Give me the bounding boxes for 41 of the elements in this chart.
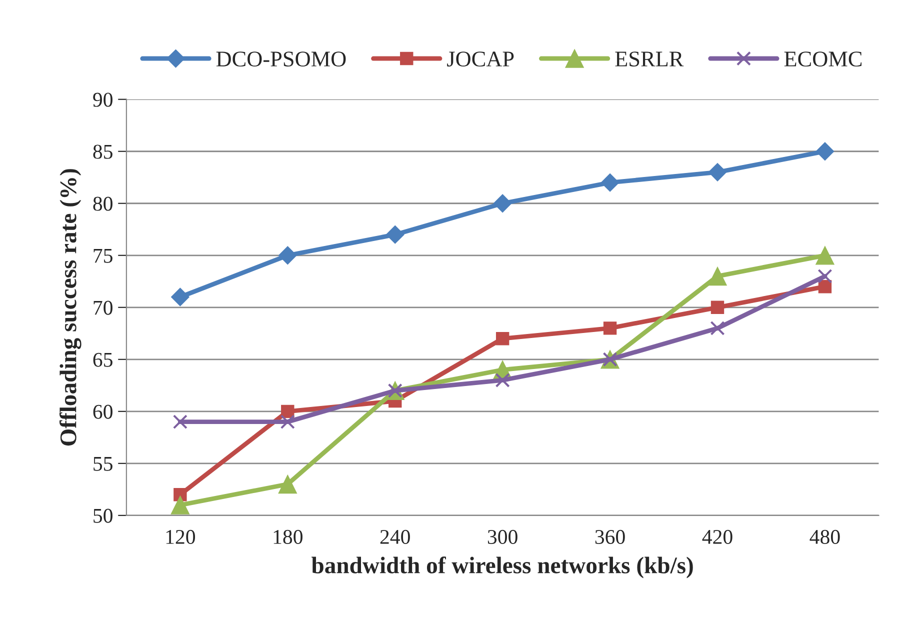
point <box>493 194 512 213</box>
x-axis-title: bandwidth of wireless networks (kb/s) <box>312 556 693 578</box>
legend-label: JOCAP <box>447 52 514 67</box>
point <box>386 225 404 244</box>
y-tick-label: 90 <box>93 92 112 107</box>
legend-label: DCO-PSOMO <box>216 52 346 67</box>
x-tick-label: 120 <box>166 530 196 544</box>
x-tick-label: 300 <box>488 530 518 544</box>
y-tick-label: 55 <box>94 457 112 471</box>
point <box>818 268 832 284</box>
point <box>170 288 190 306</box>
point <box>496 332 510 346</box>
x-tick-label: 480 <box>810 530 840 544</box>
point <box>172 414 188 430</box>
point <box>603 322 617 335</box>
point <box>816 142 834 161</box>
x-tick-label: 240 <box>380 530 410 544</box>
x-tick-label: 360 <box>595 530 625 544</box>
point <box>710 320 725 336</box>
x-tick-label: 180 <box>274 530 302 544</box>
point <box>600 173 620 192</box>
y-tick-label: 65 <box>93 352 112 367</box>
x-tick-label: 420 <box>702 530 732 544</box>
y-tick-label: 75 <box>94 248 112 263</box>
point <box>816 246 834 265</box>
legend-label: ESRLR <box>615 52 684 67</box>
point <box>710 300 724 314</box>
point <box>495 372 510 388</box>
point <box>708 266 727 286</box>
y-tick-label: 80 <box>93 196 112 211</box>
point <box>280 414 295 430</box>
point <box>708 162 727 182</box>
y-tick-label: 70 <box>94 300 112 315</box>
y-axis-title: Offloading success rate (%) <box>59 169 82 446</box>
y-tick-label: 50 <box>94 508 112 523</box>
point <box>278 474 298 494</box>
y-tick-label: 85 <box>93 144 112 159</box>
point <box>170 496 190 514</box>
point <box>278 246 297 265</box>
y-tick-label: 60 <box>93 404 112 419</box>
legend-label: ECOMC <box>784 52 862 67</box>
